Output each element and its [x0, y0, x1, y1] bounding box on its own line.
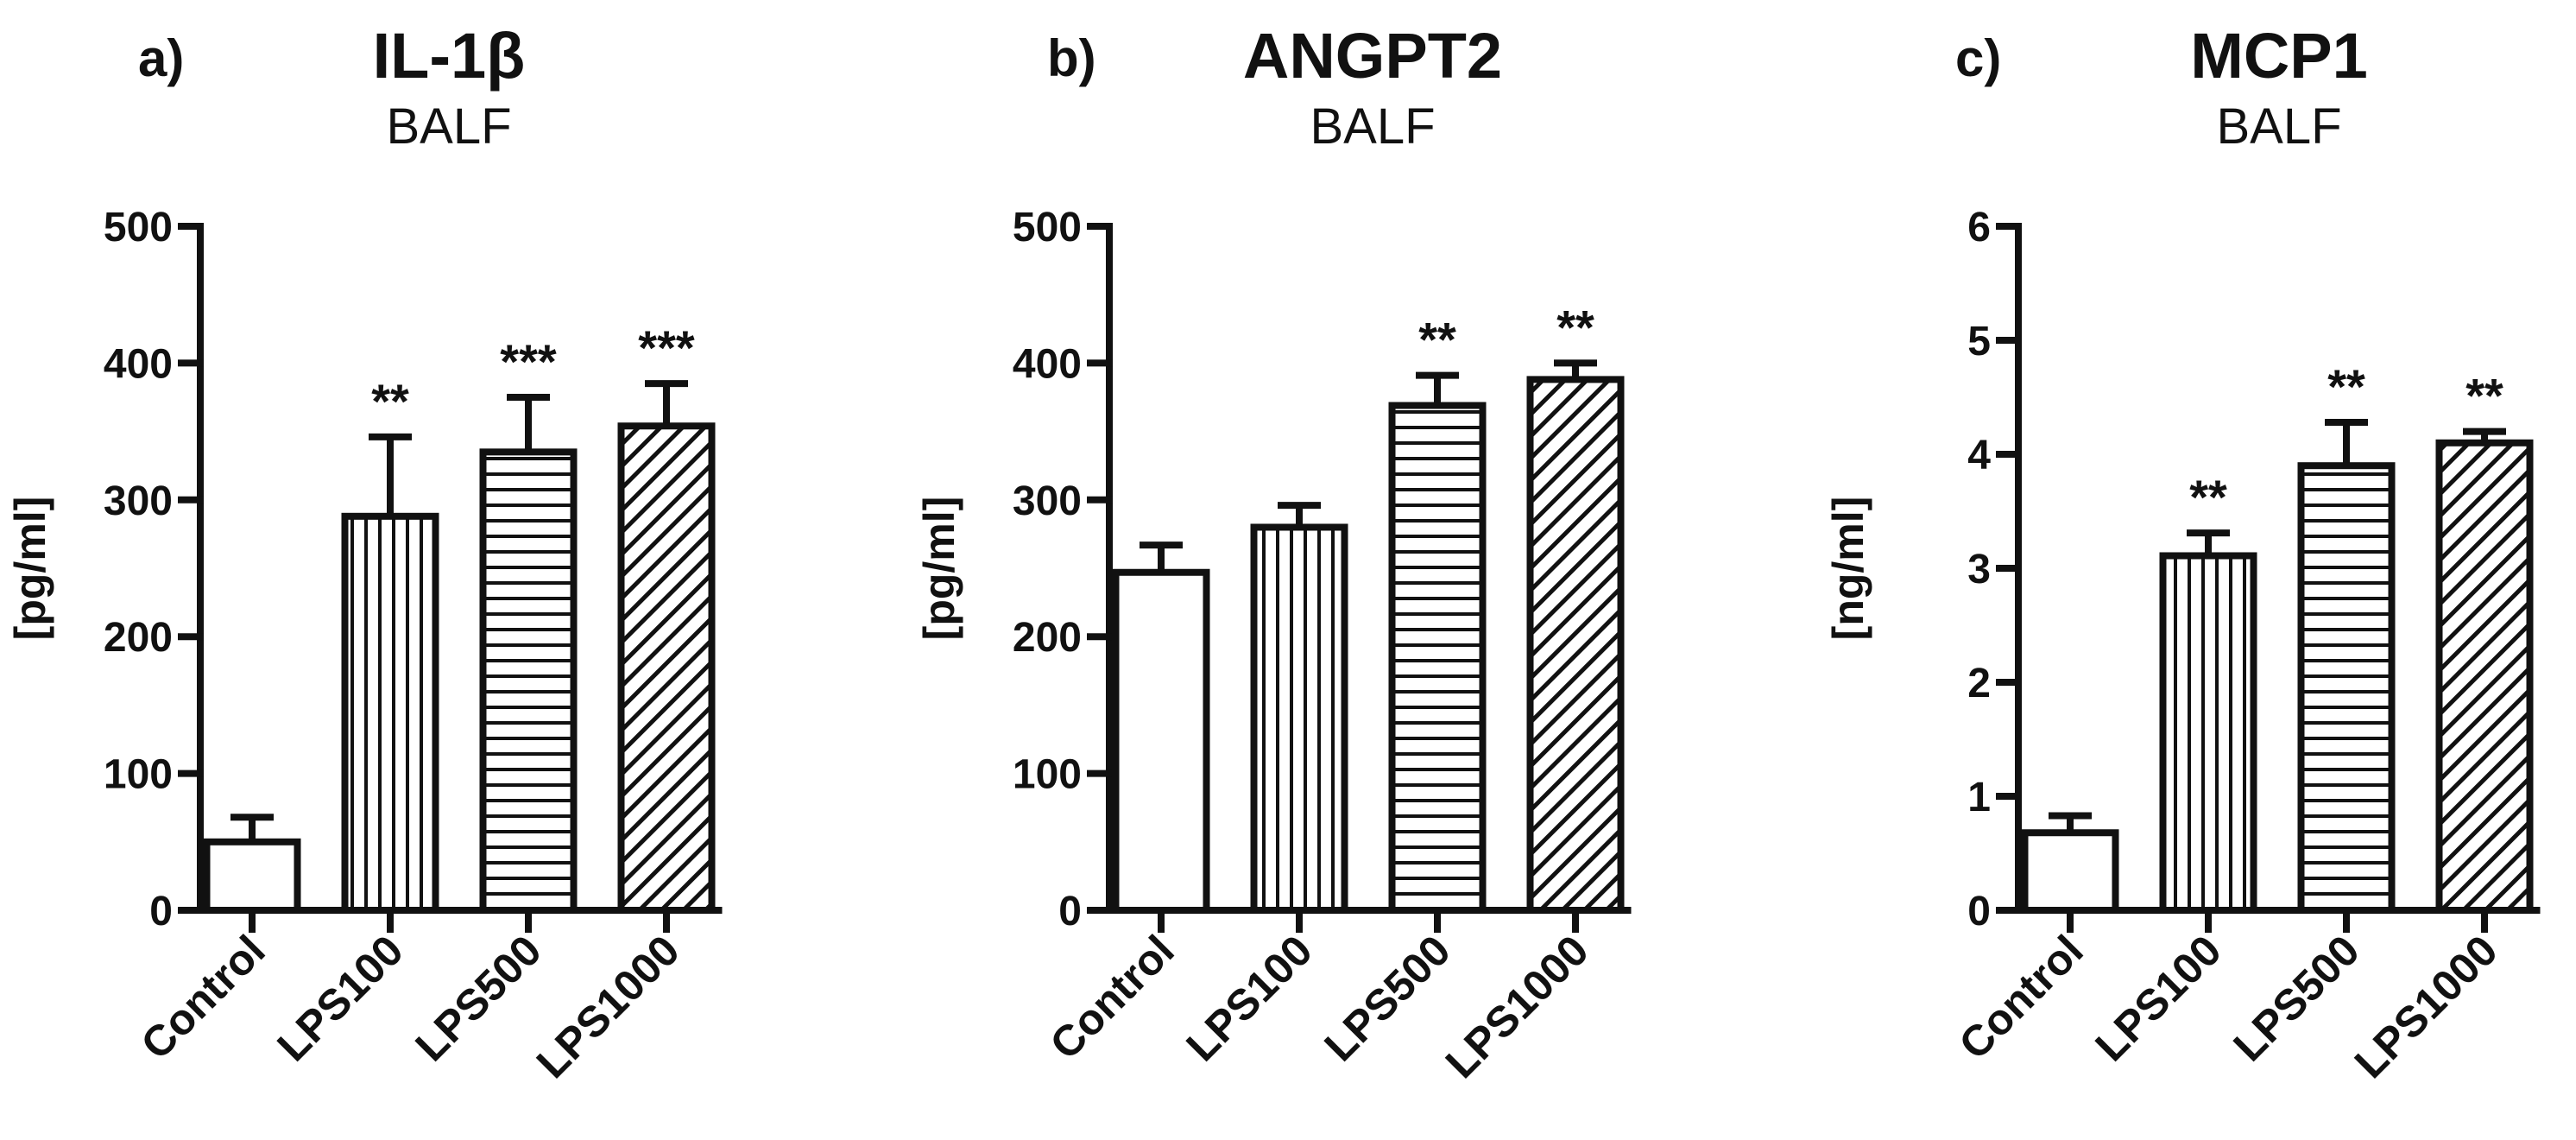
y-tick-label: 3 [1967, 547, 1991, 592]
significance-lps500: ** [1418, 313, 1456, 367]
y-tick-label: 400 [1013, 341, 1082, 387]
y-tick-label: 200 [1013, 615, 1082, 661]
y-tick-label: 0 [1058, 889, 1082, 934]
significance-lps500: *** [500, 334, 557, 389]
y-tick-label: 400 [104, 341, 173, 387]
bar-lps500 [479, 448, 578, 914]
significance-lps1000: *** [638, 320, 695, 375]
y-tick-label: 0 [149, 889, 173, 934]
bar-lps500 [2297, 462, 2396, 914]
chart-panel-b: b) ANGPT2 BALF 0 100 200 300 400 500 [pg/ml] Contr… [915, 20, 1632, 1087]
significance-lps100: ** [371, 374, 409, 428]
x-tick-label: LPS100 [2086, 926, 2230, 1070]
y-tick-label: 4 [1967, 433, 1991, 478]
bar-control [1112, 568, 1210, 914]
x-tick-label: LPS500 [406, 926, 550, 1070]
panel-label: a) [138, 29, 184, 87]
y-tick-label: 100 [104, 752, 173, 798]
y-tick-label: 500 [104, 205, 173, 250]
chart-title: IL-1β [373, 20, 526, 92]
y-tick-label: 1 [1967, 775, 1991, 820]
y-tick-label: 100 [1013, 752, 1082, 798]
y-tick-label: 500 [1013, 205, 1082, 250]
bar-lps1000 [1526, 376, 1625, 914]
significance-lps1000: ** [1556, 300, 1594, 354]
y-axis-label: [ng/ml] [1824, 497, 1872, 641]
chart-subtitle: BALF [1310, 98, 1435, 155]
y-tick-label: 0 [1967, 889, 1991, 934]
chart-title: ANGPT2 [1243, 20, 1502, 92]
y-axis-label: [pg/ml] [915, 497, 963, 641]
significance-lps1000: ** [2466, 369, 2503, 423]
chart-title: MCP1 [2190, 20, 2368, 92]
x-tick-label: Control [1041, 926, 1184, 1068]
x-tick-label: LPS500 [2224, 926, 2368, 1070]
x-tick-label: Control [1950, 926, 2093, 1068]
bar-lps1000 [2435, 439, 2534, 914]
x-tick-label: LPS100 [268, 926, 412, 1070]
y-tick-label: 5 [1967, 319, 1991, 364]
x-tick-label: LPS1000 [527, 926, 689, 1087]
bar-control [2021, 829, 2119, 914]
significance-lps100: ** [2189, 470, 2227, 524]
panel-label: b) [1047, 29, 1096, 87]
x-tick-label: LPS100 [1177, 926, 1321, 1070]
y-tick-label: 300 [104, 478, 173, 524]
x-tick-label: LPS500 [1315, 926, 1459, 1070]
y-tick-label: 2 [1967, 661, 1991, 706]
bar-lps100 [1250, 523, 1348, 914]
panel-label: c) [1955, 29, 2001, 87]
y-tick-label: 300 [1013, 478, 1082, 524]
bar-lps100 [2159, 552, 2257, 914]
chart-subtitle: BALF [2216, 98, 2341, 155]
x-tick-label: Control [132, 926, 275, 1068]
x-tick-label: LPS1000 [2346, 926, 2507, 1087]
chart-panel-a: a) IL-1β BALF 0 100 200 300 400 500 [pg/ml] Contro… [6, 20, 723, 1087]
bar-lps1000 [617, 422, 716, 915]
bar-lps500 [1388, 402, 1487, 914]
significance-lps500: ** [2327, 359, 2365, 414]
y-tick-label: 200 [104, 615, 173, 661]
bar-lps100 [341, 512, 439, 914]
chart-subtitle: BALF [386, 98, 511, 155]
bar-control [203, 838, 301, 914]
y-tick-label: 6 [1967, 205, 1991, 250]
y-axis-label: [pg/ml] [6, 497, 54, 641]
x-tick-label: LPS1000 [1436, 926, 1598, 1087]
